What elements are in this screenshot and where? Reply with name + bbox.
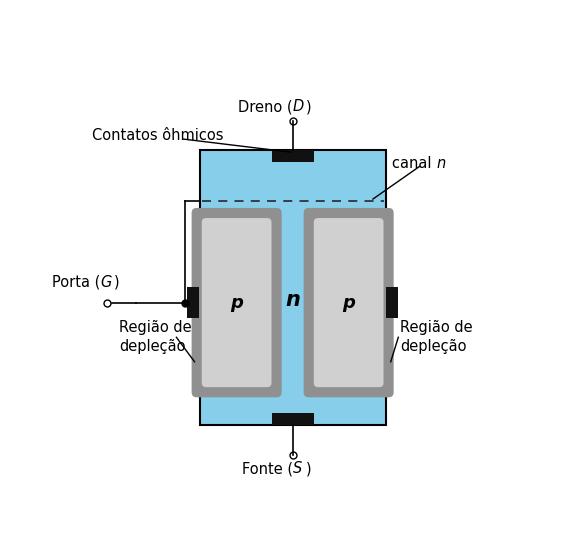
Text: S: S (293, 461, 302, 476)
Text: Contatos ôhmicos: Contatos ôhmicos (92, 128, 223, 143)
Text: Dreno (: Dreno ( (238, 99, 293, 115)
FancyBboxPatch shape (202, 218, 271, 387)
Bar (387, 287, 398, 318)
FancyBboxPatch shape (304, 208, 393, 397)
Text: ): ) (114, 275, 119, 290)
Text: ): ) (306, 99, 312, 115)
Text: Região de: Região de (400, 321, 473, 335)
Text: canal: canal (392, 155, 436, 171)
Text: depleção: depleção (119, 339, 186, 355)
Text: p: p (342, 294, 355, 312)
FancyBboxPatch shape (314, 218, 384, 387)
Text: Porta (: Porta ( (52, 275, 100, 290)
Text: n: n (285, 290, 300, 311)
Text: D: D (293, 99, 304, 115)
Text: p: p (230, 294, 243, 312)
Text: ): ) (306, 461, 312, 476)
Text: Região de: Região de (119, 321, 192, 335)
Text: Fonte (: Fonte ( (242, 461, 293, 476)
Text: n: n (437, 155, 446, 171)
Text: G: G (100, 275, 112, 290)
Bar (271, 150, 314, 163)
FancyBboxPatch shape (192, 208, 282, 397)
Bar (187, 287, 199, 318)
Text: depleção: depleção (400, 339, 467, 355)
Bar (271, 413, 314, 425)
Bar (200, 150, 385, 425)
